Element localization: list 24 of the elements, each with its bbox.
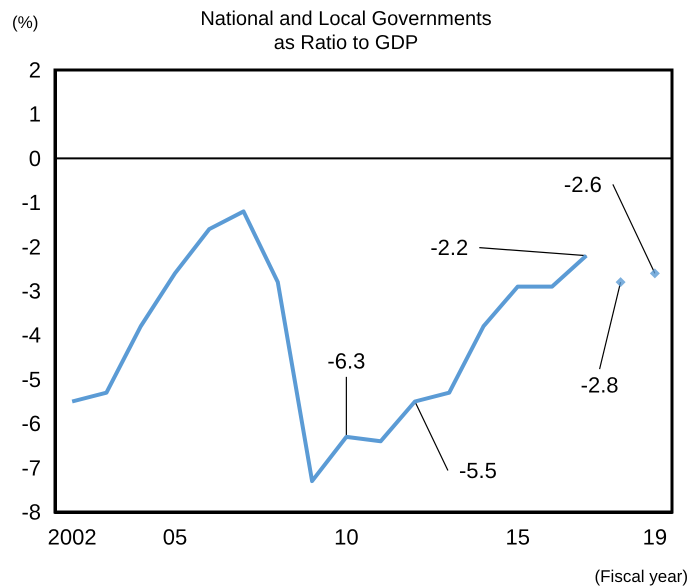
- y-tick-label: 0: [28, 146, 41, 171]
- y-tick-label: 1: [28, 102, 41, 127]
- y-axis-title: (%): [12, 13, 38, 32]
- y-tick-label: -4: [21, 322, 41, 348]
- y-tick-label: -8: [21, 500, 41, 524]
- chart-title: National and Local Governments as Ratio to GDP: [200, 8, 492, 54]
- y-tick-label: -1: [21, 190, 41, 216]
- y-tick-label: -7: [21, 455, 41, 480]
- y-tick-label: 2: [28, 58, 41, 82]
- annotation: -2.2: [430, 235, 468, 260]
- x-tick-label: 2002: [48, 524, 97, 550]
- y-tick-label: -2: [21, 234, 41, 260]
- annotation: -5.5: [458, 458, 497, 483]
- x-tick-label: 19: [642, 524, 668, 550]
- x-tick-label: 05: [162, 524, 188, 550]
- y-tick-label: -3: [21, 278, 41, 304]
- y-tick-label: -5: [21, 366, 41, 392]
- x-axis-title: (Fiscal year): [594, 567, 688, 586]
- x-tick-label: 15: [506, 524, 530, 550]
- x-tick-label: 10: [334, 524, 359, 550]
- annotation: -2.8: [580, 372, 619, 398]
- y-tick-label: -6: [21, 411, 41, 436]
- annotation: -6.3: [327, 348, 366, 374]
- annotation: -2.6: [564, 172, 602, 197]
